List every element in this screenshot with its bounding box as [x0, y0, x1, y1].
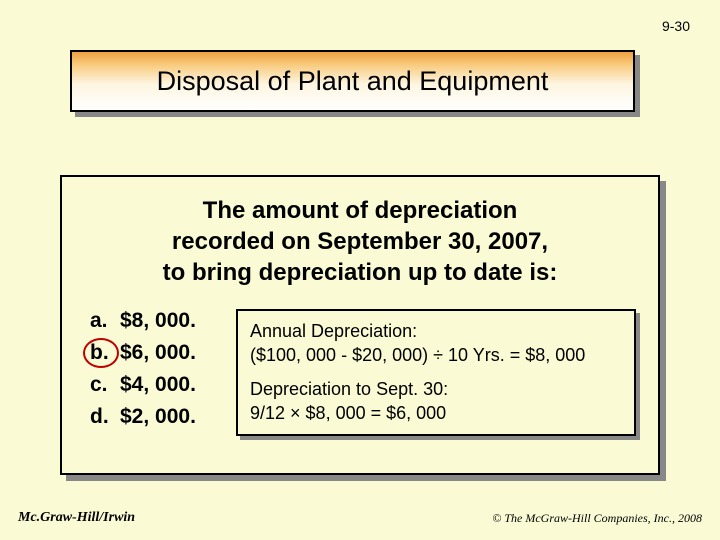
question-text: The amount of depreciation recorded on S…	[84, 195, 636, 289]
options-list: a. $8, 000. b. $6, 000. c. $4, 000. d. $…	[84, 309, 220, 436]
main-content-box: The amount of depreciation recorded on S…	[60, 175, 660, 475]
title-text: Disposal of Plant and Equipment	[157, 66, 549, 97]
title-box: Disposal of Plant and Equipment	[70, 50, 635, 112]
option-d-value: $2, 000.	[120, 405, 220, 429]
question-line-2: recorded on September 30, 2007,	[172, 228, 548, 255]
footer-left: Mc.Graw-Hill/Irwin	[18, 510, 135, 526]
option-c-label: c.	[90, 373, 120, 397]
footer-right: © The McGraw-Hill Companies, Inc., 2008	[492, 511, 702, 526]
answer-line-4: 9/12 × $8, 000 = $6, 000	[250, 401, 622, 425]
slide-number: 9-30	[662, 18, 690, 34]
answer-box: Annual Depreciation: ($100, 000 - $20, 0…	[236, 309, 636, 436]
question-line-3: to bring depreciation up to date is:	[163, 259, 558, 286]
content-row: a. $8, 000. b. $6, 000. c. $4, 000. d. $…	[84, 309, 636, 436]
answer-line-3: Depreciation to Sept. 30:	[250, 377, 622, 401]
option-b-value: $6, 000.	[120, 341, 220, 365]
question-line-1: The amount of depreciation	[203, 197, 518, 224]
answer-line-1: Annual Depreciation:	[250, 319, 622, 343]
answer-line-2: ($100, 000 - $20, 000) ÷ 10 Yrs. = $8, 0…	[250, 343, 622, 367]
answer-spacer	[250, 367, 622, 377]
option-a-value: $8, 000.	[120, 309, 220, 333]
option-d-label: d.	[90, 405, 120, 429]
option-b-label: b.	[90, 341, 120, 365]
option-c-value: $4, 000.	[120, 373, 220, 397]
option-a-label: a.	[90, 309, 120, 333]
